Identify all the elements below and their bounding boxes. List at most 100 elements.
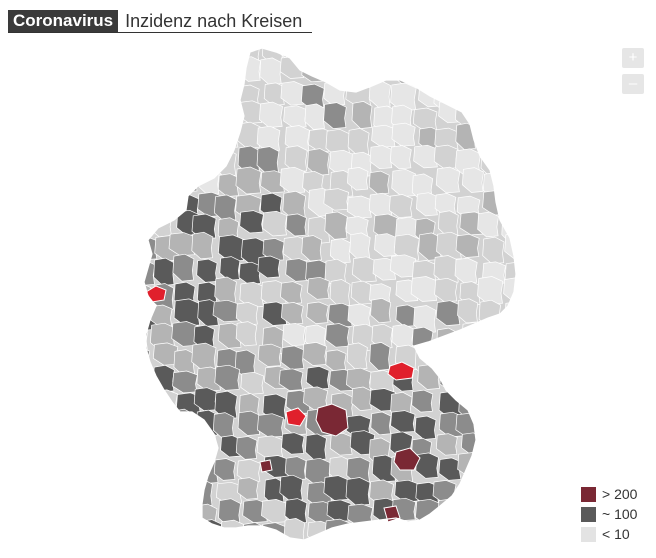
district-region[interactable] (240, 371, 265, 395)
district-region[interactable] (197, 102, 220, 127)
district-region[interactable] (434, 193, 457, 216)
district-region[interactable] (214, 276, 237, 306)
district-region[interactable] (345, 477, 371, 506)
district-region[interactable] (351, 101, 373, 129)
district-region[interactable] (527, 254, 552, 278)
district-region[interactable] (396, 543, 421, 553)
district-region[interactable] (414, 545, 440, 553)
district-region[interactable] (414, 59, 437, 88)
district-region[interactable] (435, 343, 459, 367)
district-region[interactable] (461, 475, 486, 502)
district-region[interactable] (127, 548, 151, 554)
district-region[interactable] (524, 103, 549, 128)
district-region[interactable] (477, 347, 504, 376)
district-region[interactable] (168, 144, 192, 171)
district-region[interactable] (415, 498, 442, 526)
district-region[interactable] (132, 236, 158, 261)
district-region[interactable] (524, 238, 546, 266)
district-region[interactable] (390, 82, 417, 112)
district-region[interactable] (503, 545, 527, 553)
district-region[interactable] (484, 452, 511, 480)
district-region[interactable] (150, 430, 175, 455)
district-region[interactable] (153, 257, 175, 286)
district-region[interactable] (168, 436, 196, 461)
hotspot-district[interactable] (393, 447, 421, 471)
district-region[interactable] (301, 83, 325, 110)
district-region[interactable] (502, 503, 523, 529)
district-region[interactable] (416, 192, 439, 217)
district-region[interactable] (477, 276, 504, 305)
district-region[interactable] (133, 59, 159, 86)
district-region[interactable] (345, 216, 369, 239)
hotspot-district[interactable] (315, 403, 349, 437)
district-region[interactable] (461, 322, 485, 348)
district-region[interactable] (213, 125, 239, 149)
district-region[interactable] (192, 128, 218, 152)
district-region[interactable] (481, 122, 503, 146)
district-region[interactable] (173, 298, 201, 327)
district-region[interactable] (303, 37, 325, 65)
district-region[interactable] (264, 477, 285, 506)
district-region[interactable] (279, 541, 301, 553)
district-region[interactable] (369, 370, 395, 396)
district-region[interactable] (505, 188, 530, 216)
district-region[interactable] (146, 481, 174, 505)
district-region[interactable] (368, 192, 393, 219)
district-region[interactable] (462, 167, 484, 193)
district-region[interactable] (478, 299, 501, 329)
district-region[interactable] (170, 82, 193, 105)
district-region[interactable] (284, 125, 310, 153)
district-region[interactable] (152, 364, 175, 393)
district-region[interactable] (455, 233, 480, 258)
district-region[interactable] (132, 388, 153, 417)
district-region[interactable] (504, 410, 529, 439)
district-region[interactable] (150, 547, 175, 553)
district-region[interactable] (438, 457, 462, 481)
district-region[interactable] (329, 238, 352, 264)
district-region[interactable] (389, 145, 412, 170)
district-region[interactable] (257, 343, 282, 367)
district-region[interactable] (213, 458, 236, 481)
district-region[interactable] (175, 499, 197, 526)
district-region[interactable] (529, 436, 553, 460)
district-region[interactable] (367, 35, 391, 61)
district-region[interactable] (368, 170, 390, 195)
district-region[interactable] (350, 40, 373, 63)
district-region[interactable] (454, 257, 478, 284)
district-region[interactable] (238, 261, 262, 285)
district-region[interactable] (283, 105, 307, 129)
district-region[interactable] (147, 503, 173, 528)
district-region[interactable] (215, 546, 238, 554)
district-region[interactable] (172, 408, 194, 437)
district-region[interactable] (498, 436, 521, 459)
district-region[interactable] (500, 147, 521, 171)
district-region[interactable] (154, 83, 177, 110)
district-region[interactable] (413, 305, 437, 334)
district-region[interactable] (147, 62, 174, 87)
district-region[interactable] (325, 323, 350, 348)
district-region[interactable] (170, 41, 196, 64)
district-region[interactable] (169, 61, 195, 89)
district-region[interactable] (462, 42, 489, 69)
district-region[interactable] (128, 525, 149, 551)
district-region[interactable] (214, 194, 237, 222)
district-region[interactable] (351, 544, 374, 553)
district-region[interactable] (483, 60, 511, 87)
district-region[interactable] (197, 299, 220, 327)
district-region[interactable] (237, 477, 259, 500)
district-region[interactable] (522, 278, 544, 306)
district-region[interactable] (459, 346, 486, 375)
district-region[interactable] (279, 474, 304, 502)
district-region[interactable] (170, 548, 193, 553)
district-region[interactable] (438, 544, 463, 553)
district-region[interactable] (396, 37, 420, 63)
district-region[interactable] (436, 63, 462, 89)
district-region[interactable] (194, 503, 218, 532)
district-region[interactable] (457, 541, 481, 553)
district-region[interactable] (214, 83, 238, 112)
district-region[interactable] (284, 456, 307, 481)
district-region[interactable] (146, 409, 173, 433)
district-region[interactable] (191, 342, 217, 371)
district-region[interactable] (301, 235, 323, 262)
